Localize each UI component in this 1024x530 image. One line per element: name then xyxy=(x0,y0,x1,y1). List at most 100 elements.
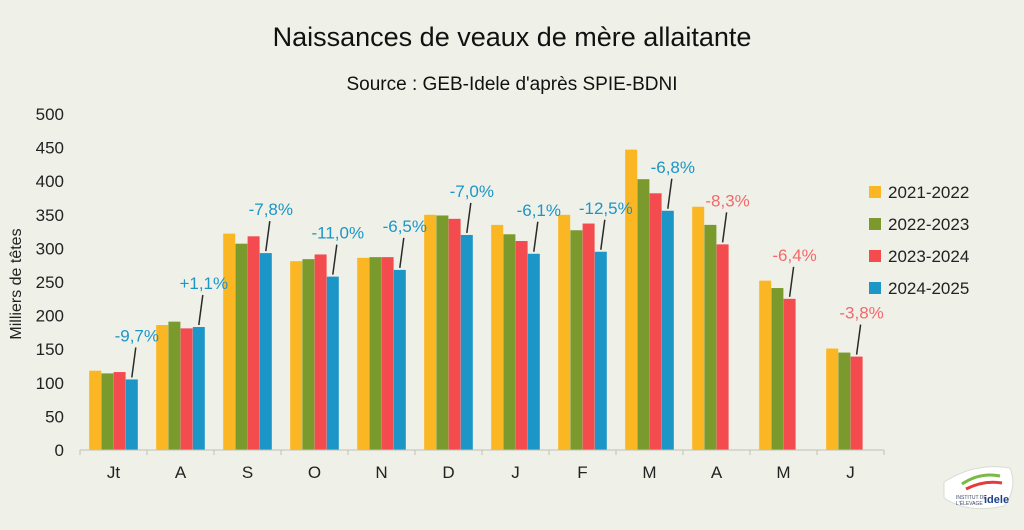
logo-line1: INSTITUT DE xyxy=(956,495,987,501)
bar xyxy=(326,276,339,450)
annotation-leader xyxy=(399,237,405,269)
bar xyxy=(637,179,650,450)
bar xyxy=(235,243,248,450)
bar xyxy=(302,259,315,450)
legend-label: 2024-2025 xyxy=(888,279,969,298)
bar xyxy=(558,214,571,450)
idele-logo: INSTITUT DE L'ÉLEVAGE idele xyxy=(943,466,1014,510)
bar xyxy=(692,206,705,450)
legend-swatch xyxy=(869,186,881,198)
bar xyxy=(838,352,851,450)
y-tick-label: 300 xyxy=(36,239,64,258)
bar xyxy=(223,233,236,450)
annotation-label: +1,1% xyxy=(179,274,228,293)
logo-line2: L'ÉLEVAGE xyxy=(956,500,983,507)
annotation-label: -8,3% xyxy=(705,191,749,210)
y-tick-label: 500 xyxy=(36,105,64,124)
annotation-leader xyxy=(788,266,795,297)
bar xyxy=(259,253,272,450)
annotation-label: -7,0% xyxy=(450,182,494,201)
bar xyxy=(436,215,449,450)
x-tick-label: J xyxy=(846,463,855,482)
annotation-leader xyxy=(667,178,673,209)
annotation-label: -6,1% xyxy=(517,201,561,220)
annotation-leader xyxy=(721,212,728,243)
bar xyxy=(594,251,607,450)
bar xyxy=(125,379,138,450)
x-tick-label: S xyxy=(242,463,253,482)
x-tick-label: M xyxy=(776,463,790,482)
bar xyxy=(491,224,504,450)
legend: 2021-2022 2022-2023 2023-2024 2024-2025 xyxy=(869,183,969,298)
annotation-leader xyxy=(600,219,606,250)
bar xyxy=(89,370,102,450)
annotation-label: -6,4% xyxy=(772,246,816,265)
y-tick-label: 200 xyxy=(36,307,64,326)
bar xyxy=(180,328,193,450)
y-tick-label: 350 xyxy=(36,206,64,225)
x-tick-label: D xyxy=(442,463,454,482)
legend-label: 2023-2024 xyxy=(888,247,969,266)
annotation-label: -11,0% xyxy=(311,224,364,243)
bar xyxy=(448,218,461,450)
bar xyxy=(582,223,595,450)
bar xyxy=(783,298,796,450)
legend-swatch xyxy=(869,250,881,262)
bar xyxy=(570,230,583,450)
annotation-leader xyxy=(265,221,271,252)
legend-label: 2022-2023 xyxy=(888,215,969,234)
bar xyxy=(460,234,473,450)
annotation-label: -7,8% xyxy=(249,200,293,219)
bar xyxy=(192,327,205,450)
logo-brand: idele xyxy=(984,494,1009,506)
x-tick-label: M xyxy=(642,463,656,482)
bar xyxy=(314,254,327,450)
bar xyxy=(503,234,516,450)
bar xyxy=(290,261,303,450)
bar xyxy=(381,257,394,450)
annotation-leader xyxy=(533,221,539,252)
bar xyxy=(527,253,540,450)
y-tick-label: 400 xyxy=(36,172,64,191)
bar xyxy=(704,224,717,450)
bar xyxy=(357,257,370,450)
annotation-label: -6,8% xyxy=(651,158,695,177)
x-tick-label: N xyxy=(375,463,387,482)
x-tick-label: Jt xyxy=(107,463,121,482)
y-axis: 0 50 100 150 200 250 300 350 400 450 500 xyxy=(36,105,64,460)
annotation-leader xyxy=(198,294,204,326)
bar xyxy=(168,321,181,450)
annotation-leader xyxy=(332,244,338,275)
bar xyxy=(759,280,772,450)
legend-swatch xyxy=(869,282,881,294)
bar xyxy=(625,149,638,450)
x-tick-label: F xyxy=(577,463,587,482)
x-tick-label: A xyxy=(711,463,723,482)
y-axis-label: Milliers de têtes xyxy=(8,228,25,339)
bar xyxy=(771,288,784,450)
annotations: -9,7% +1,1% -7,8% -11,0% -6,5% -7,0% -6,1% -12,… xyxy=(115,158,884,378)
plot-area xyxy=(89,149,863,450)
bar xyxy=(369,257,382,450)
bar xyxy=(515,241,528,450)
x-tick-label: J xyxy=(511,463,520,482)
chart-subtitle: Source : GEB-Idele d'après SPIE-BDNI xyxy=(347,74,678,95)
y-tick-label: 150 xyxy=(36,340,64,359)
bar xyxy=(156,325,169,450)
y-tick-label: 250 xyxy=(36,273,64,292)
y-tick-label: 450 xyxy=(36,139,64,158)
bar xyxy=(247,236,260,450)
bar xyxy=(826,348,839,450)
annotation-label: -3,8% xyxy=(839,304,883,323)
bar xyxy=(661,210,674,450)
annotation-label: -12,5% xyxy=(579,199,633,218)
y-tick-label: 50 xyxy=(45,407,64,426)
bar xyxy=(424,214,437,450)
annotation-leader xyxy=(466,202,472,234)
legend-label: 2021-2022 xyxy=(888,183,969,202)
legend-swatch xyxy=(869,218,881,230)
annotation-leader xyxy=(855,324,862,355)
bar xyxy=(716,244,729,450)
bar xyxy=(101,373,114,450)
